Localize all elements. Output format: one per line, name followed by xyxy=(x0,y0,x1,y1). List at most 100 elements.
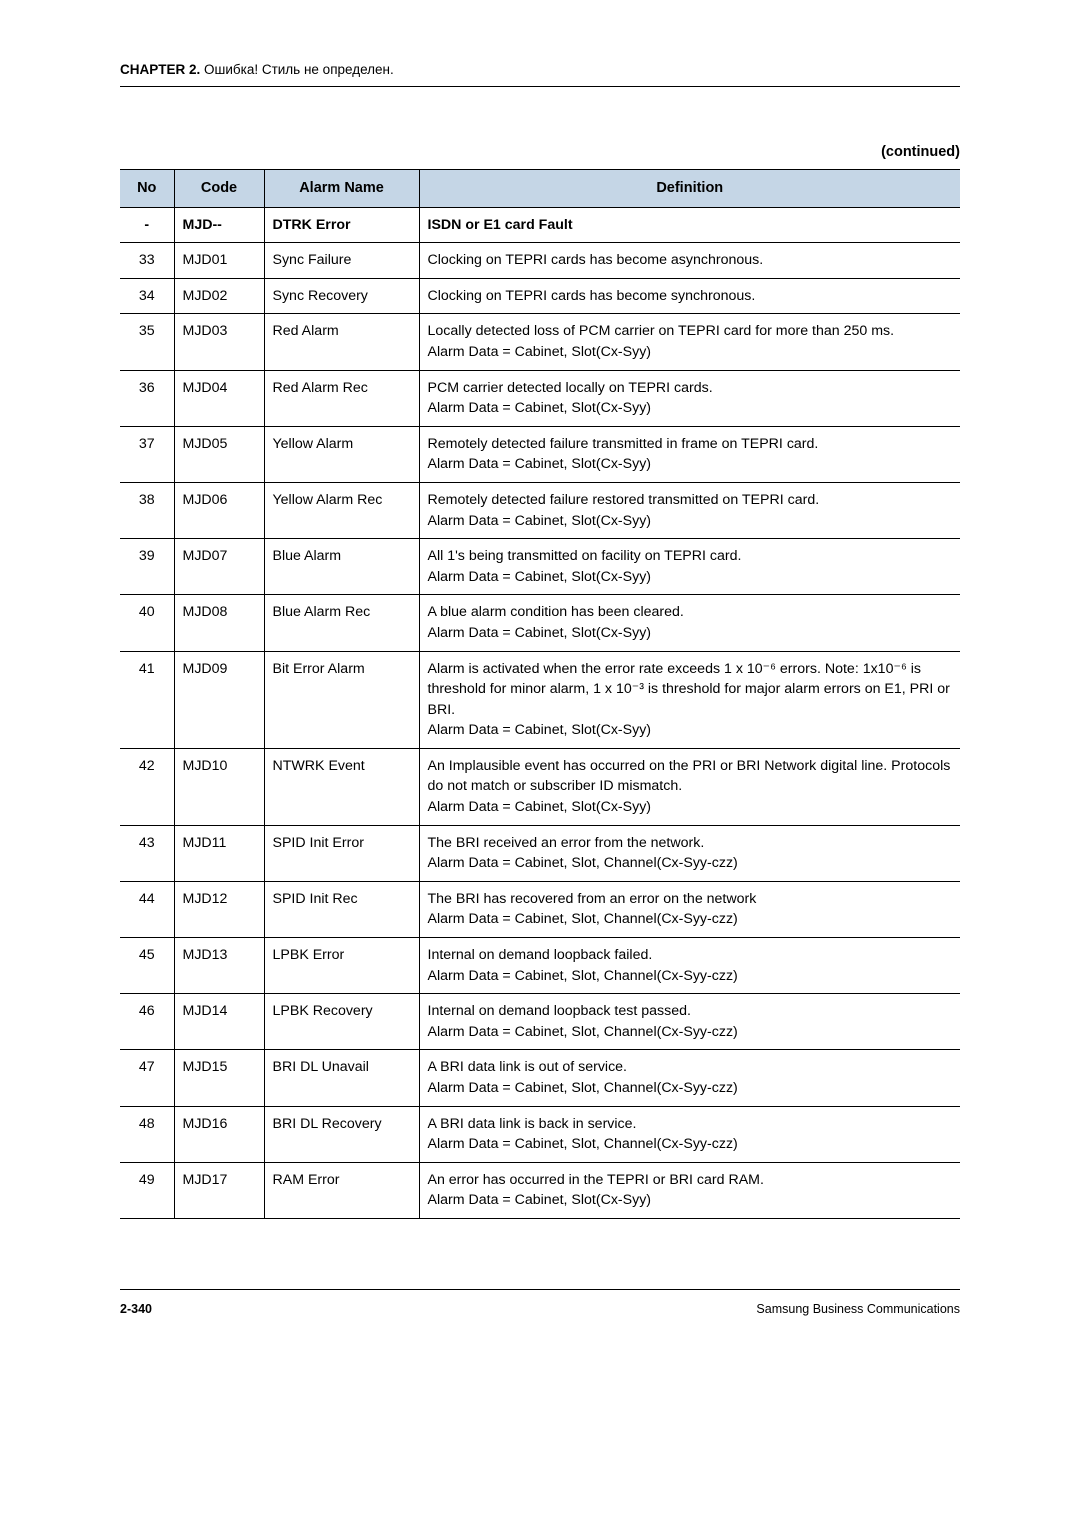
cell-code: MJD13 xyxy=(174,938,264,994)
cell-def: Locally detected loss of PCM carrier on … xyxy=(419,314,960,370)
cell-no: 36 xyxy=(120,370,174,426)
cell-no: 46 xyxy=(120,994,174,1050)
cell-no: 48 xyxy=(120,1106,174,1162)
cell-def: An Implausible event has occurred on the… xyxy=(419,748,960,825)
table-row: 35MJD03Red AlarmLocally detected loss of… xyxy=(120,314,960,370)
cell-no: 42 xyxy=(120,748,174,825)
cell-no: 34 xyxy=(120,278,174,314)
cell-no: 49 xyxy=(120,1162,174,1218)
cell-code: MJD11 xyxy=(174,825,264,881)
cell-alarm: Sync Failure xyxy=(264,243,419,279)
cell-alarm: Bit Error Alarm xyxy=(264,651,419,748)
table-row: 48MJD16BRI DL RecoveryA BRI data link is… xyxy=(120,1106,960,1162)
cell-def: Remotely detected failure transmitted in… xyxy=(419,426,960,482)
th-code: Code xyxy=(174,169,264,207)
table-row: 43MJD11SPID Init ErrorThe BRI received a… xyxy=(120,825,960,881)
cell-def: Internal on demand loopback failed.Alarm… xyxy=(419,938,960,994)
cell-alarm: Red Alarm Rec xyxy=(264,370,419,426)
cell-code: MJD17 xyxy=(174,1162,264,1218)
cell-code: MJD02 xyxy=(174,278,264,314)
cell-code: MJD09 xyxy=(174,651,264,748)
chapter-text: Ошибка! Стиль не определен. xyxy=(200,62,393,77)
cell-no: 39 xyxy=(120,539,174,595)
table-row: 42MJD10NTWRK EventAn Implausible event h… xyxy=(120,748,960,825)
cell-alarm: Sync Recovery xyxy=(264,278,419,314)
cell-no: 40 xyxy=(120,595,174,651)
cell-code: MJD15 xyxy=(174,1050,264,1106)
cell-def: A blue alarm condition has been cleared.… xyxy=(419,595,960,651)
cell-no: 47 xyxy=(120,1050,174,1106)
cell-no: 38 xyxy=(120,482,174,538)
cell-alarm: Blue Alarm xyxy=(264,539,419,595)
chapter-label: CHAPTER 2. xyxy=(120,62,200,77)
table-row: 40MJD08Blue Alarm RecA blue alarm condit… xyxy=(120,595,960,651)
table-row: 47MJD15BRI DL UnavailA BRI data link is … xyxy=(120,1050,960,1106)
cell-def: A BRI data link is out of service.Alarm … xyxy=(419,1050,960,1106)
cell-def: ISDN or E1 card Fault xyxy=(419,207,960,243)
table-header-row: No Code Alarm Name Definition xyxy=(120,169,960,207)
cell-alarm: BRI DL Unavail xyxy=(264,1050,419,1106)
cell-code: MJD06 xyxy=(174,482,264,538)
cell-def: A BRI data link is back in service.Alarm… xyxy=(419,1106,960,1162)
cell-def: Clocking on TEPRI cards has become synch… xyxy=(419,278,960,314)
cell-code: MJD05 xyxy=(174,426,264,482)
table-row: 44MJD12SPID Init RecThe BRI has recovere… xyxy=(120,881,960,937)
cell-no: 33 xyxy=(120,243,174,279)
cell-alarm: LPBK Recovery xyxy=(264,994,419,1050)
cell-def: Internal on demand loopback test passed.… xyxy=(419,994,960,1050)
cell-def: Remotely detected failure restored trans… xyxy=(419,482,960,538)
cell-alarm: BRI DL Recovery xyxy=(264,1106,419,1162)
cell-code: MJD03 xyxy=(174,314,264,370)
cell-def: The BRI received an error from the netwo… xyxy=(419,825,960,881)
table-row: 38MJD06Yellow Alarm RecRemotely detected… xyxy=(120,482,960,538)
cell-alarm: Blue Alarm Rec xyxy=(264,595,419,651)
cell-alarm: Yellow Alarm xyxy=(264,426,419,482)
cell-alarm: SPID Init Error xyxy=(264,825,419,881)
alarm-table: No Code Alarm Name Definition -MJD--DTRK… xyxy=(120,169,960,1219)
table-row: 45MJD13LPBK ErrorInternal on demand loop… xyxy=(120,938,960,994)
footer-company: Samsung Business Communications xyxy=(756,1300,960,1318)
cell-alarm: Yellow Alarm Rec xyxy=(264,482,419,538)
cell-def: The BRI has recovered from an error on t… xyxy=(419,881,960,937)
table-row: 49MJD17RAM ErrorAn error has occurred in… xyxy=(120,1162,960,1218)
footer-page: 2-340 xyxy=(120,1300,152,1318)
cell-alarm: Red Alarm xyxy=(264,314,419,370)
chapter-header: CHAPTER 2. Ошибка! Стиль не определен. xyxy=(120,60,960,87)
cell-code: MJD14 xyxy=(174,994,264,1050)
cell-no: 35 xyxy=(120,314,174,370)
cell-no: 37 xyxy=(120,426,174,482)
page-footer: 2-340 Samsung Business Communications xyxy=(120,1289,960,1318)
th-def: Definition xyxy=(419,169,960,207)
table-row: 34MJD02Sync RecoveryClocking on TEPRI ca… xyxy=(120,278,960,314)
table-row: 41MJD09Bit Error AlarmAlarm is activated… xyxy=(120,651,960,748)
cell-code: MJD16 xyxy=(174,1106,264,1162)
cell-no: 43 xyxy=(120,825,174,881)
cell-code: MJD-- xyxy=(174,207,264,243)
cell-code: MJD10 xyxy=(174,748,264,825)
cell-no: - xyxy=(120,207,174,243)
table-row: 37MJD05Yellow AlarmRemotely detected fai… xyxy=(120,426,960,482)
cell-no: 41 xyxy=(120,651,174,748)
cell-code: MJD08 xyxy=(174,595,264,651)
continued-label: (continued) xyxy=(120,142,960,163)
table-row: 39MJD07Blue AlarmAll 1's being transmitt… xyxy=(120,539,960,595)
cell-alarm: DTRK Error xyxy=(264,207,419,243)
cell-code: MJD07 xyxy=(174,539,264,595)
cell-def: An error has occurred in the TEPRI or BR… xyxy=(419,1162,960,1218)
cell-def: Alarm is activated when the error rate e… xyxy=(419,651,960,748)
cell-def: Clocking on TEPRI cards has become async… xyxy=(419,243,960,279)
cell-def: PCM carrier detected locally on TEPRI ca… xyxy=(419,370,960,426)
cell-alarm: RAM Error xyxy=(264,1162,419,1218)
table-row: 46MJD14LPBK RecoveryInternal on demand l… xyxy=(120,994,960,1050)
cell-alarm: NTWRK Event xyxy=(264,748,419,825)
cell-code: MJD01 xyxy=(174,243,264,279)
table-row: 36MJD04Red Alarm RecPCM carrier detected… xyxy=(120,370,960,426)
table-row: 33MJD01Sync FailureClocking on TEPRI car… xyxy=(120,243,960,279)
cell-code: MJD12 xyxy=(174,881,264,937)
cell-def: All 1's being transmitted on facility on… xyxy=(419,539,960,595)
cell-no: 44 xyxy=(120,881,174,937)
table-row: -MJD--DTRK ErrorISDN or E1 card Fault xyxy=(120,207,960,243)
cell-code: MJD04 xyxy=(174,370,264,426)
cell-alarm: SPID Init Rec xyxy=(264,881,419,937)
cell-alarm: LPBK Error xyxy=(264,938,419,994)
